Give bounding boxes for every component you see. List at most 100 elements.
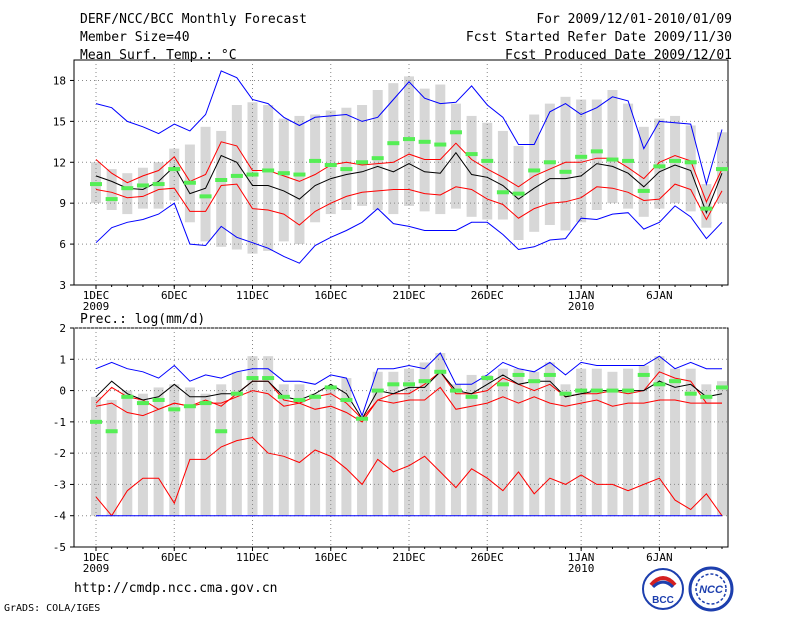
- median-marker: [481, 376, 494, 381]
- range-bar: [137, 393, 148, 516]
- y-tick-label: -4: [53, 510, 67, 523]
- plot-frame-0: [73, 59, 729, 286]
- median-marker: [136, 401, 149, 406]
- median-marker: [684, 391, 697, 396]
- range-bar: [513, 368, 524, 516]
- range-bar: [231, 371, 242, 516]
- median-marker: [590, 388, 603, 393]
- median-marker: [559, 391, 572, 396]
- bcc-logo-text: BCC: [652, 595, 674, 606]
- range-bar: [670, 368, 681, 516]
- y-tick-label: -5: [53, 541, 66, 554]
- range-bar: [638, 365, 649, 516]
- x-tick-label: 1DEC: [83, 289, 110, 302]
- median-marker: [121, 394, 134, 399]
- median-marker: [622, 388, 635, 393]
- median-marker: [434, 369, 447, 374]
- median-marker: [653, 382, 666, 387]
- series-line-max: [95, 70, 723, 186]
- range-bar: [685, 368, 696, 516]
- chart-title: DERF/NCC/BCC Monthly Forecast: [80, 12, 307, 27]
- median-marker: [465, 394, 478, 399]
- range-bar: [341, 107, 352, 210]
- median-marker: [277, 171, 290, 176]
- median-marker: [168, 167, 181, 172]
- range-bar: [341, 378, 352, 516]
- median-marker: [230, 391, 243, 396]
- median-marker: [575, 154, 588, 159]
- median-marker: [512, 191, 525, 196]
- range-bar: [263, 356, 274, 516]
- range-bar: [169, 384, 180, 516]
- median-marker: [716, 385, 728, 390]
- member-size: Member Size=40: [80, 30, 190, 45]
- median-marker: [449, 388, 462, 393]
- median-marker: [152, 182, 165, 187]
- y-tick-label: 15: [53, 115, 66, 128]
- range-bar: [278, 384, 289, 516]
- x-tick-label: 6DEC: [161, 551, 188, 564]
- median-marker: [371, 156, 384, 161]
- y-tick-label: 9: [59, 197, 66, 210]
- x-tick-label: 11DEC: [236, 289, 269, 302]
- grads-credit: GrADS: COLA/IGES: [4, 603, 101, 614]
- range-bar: [216, 384, 227, 516]
- range-bar: [576, 368, 587, 516]
- plot-frame-1: [73, 327, 729, 548]
- range-bar: [497, 368, 508, 516]
- range-bar: [404, 368, 414, 516]
- median-marker: [324, 163, 337, 167]
- median-marker: [246, 172, 259, 177]
- range-bar: [497, 130, 508, 220]
- median-marker: [653, 164, 666, 169]
- range-bar: [200, 126, 211, 242]
- ncc-logo-text: NCC: [699, 584, 724, 596]
- median-marker: [590, 149, 603, 154]
- range-bar: [607, 371, 618, 516]
- fcst-started-date: Fcst Started Refer Date 2009/11/30: [465, 30, 732, 45]
- range-bar: [482, 374, 493, 516]
- series-line-p10: [95, 183, 723, 226]
- median-marker: [559, 169, 572, 174]
- median-marker: [293, 397, 306, 402]
- range-bar: [388, 83, 399, 215]
- range-bar: [591, 99, 602, 210]
- range-bar: [466, 374, 477, 516]
- median-marker: [199, 401, 212, 406]
- x-tick-label: 26DEC: [471, 551, 504, 564]
- range-bar: [529, 114, 540, 232]
- median-marker: [700, 394, 713, 399]
- range-bar: [623, 103, 634, 209]
- y-tick-label: 1: [59, 353, 66, 366]
- series-line-min: [95, 436, 723, 517]
- median-marker: [403, 137, 415, 142]
- range-bar: [357, 105, 368, 206]
- y-tick-label: 12: [53, 156, 66, 169]
- median-marker: [183, 180, 196, 185]
- series-line-min: [95, 202, 723, 264]
- range-bar: [654, 356, 665, 516]
- median-marker: [136, 183, 149, 188]
- median-marker: [293, 172, 306, 177]
- range-bar: [701, 184, 712, 228]
- range-bar: [544, 103, 555, 225]
- median-marker: [121, 186, 134, 191]
- range-bar: [466, 115, 477, 217]
- x-tick-label: 1JAN: [568, 289, 595, 302]
- median-marker: [669, 158, 682, 163]
- median-marker: [387, 141, 400, 146]
- y-tick-label: -3: [53, 478, 66, 491]
- range-bar: [216, 130, 227, 247]
- median-marker: [262, 376, 275, 381]
- range-bar: [137, 167, 148, 209]
- y-tick-label: 3: [59, 279, 66, 292]
- prec-title: Prec.: log(mm/d): [80, 312, 205, 327]
- source-url[interactable]: http://cmdp.ncc.cma.gov.cn: [74, 581, 278, 596]
- median-marker: [512, 372, 525, 377]
- forecast-period: For 2009/12/01-2010/01/09: [536, 12, 732, 27]
- bcc-logo: BCC: [642, 568, 684, 610]
- range-bar: [450, 384, 461, 516]
- range-bar: [310, 114, 321, 223]
- median-marker: [309, 158, 322, 163]
